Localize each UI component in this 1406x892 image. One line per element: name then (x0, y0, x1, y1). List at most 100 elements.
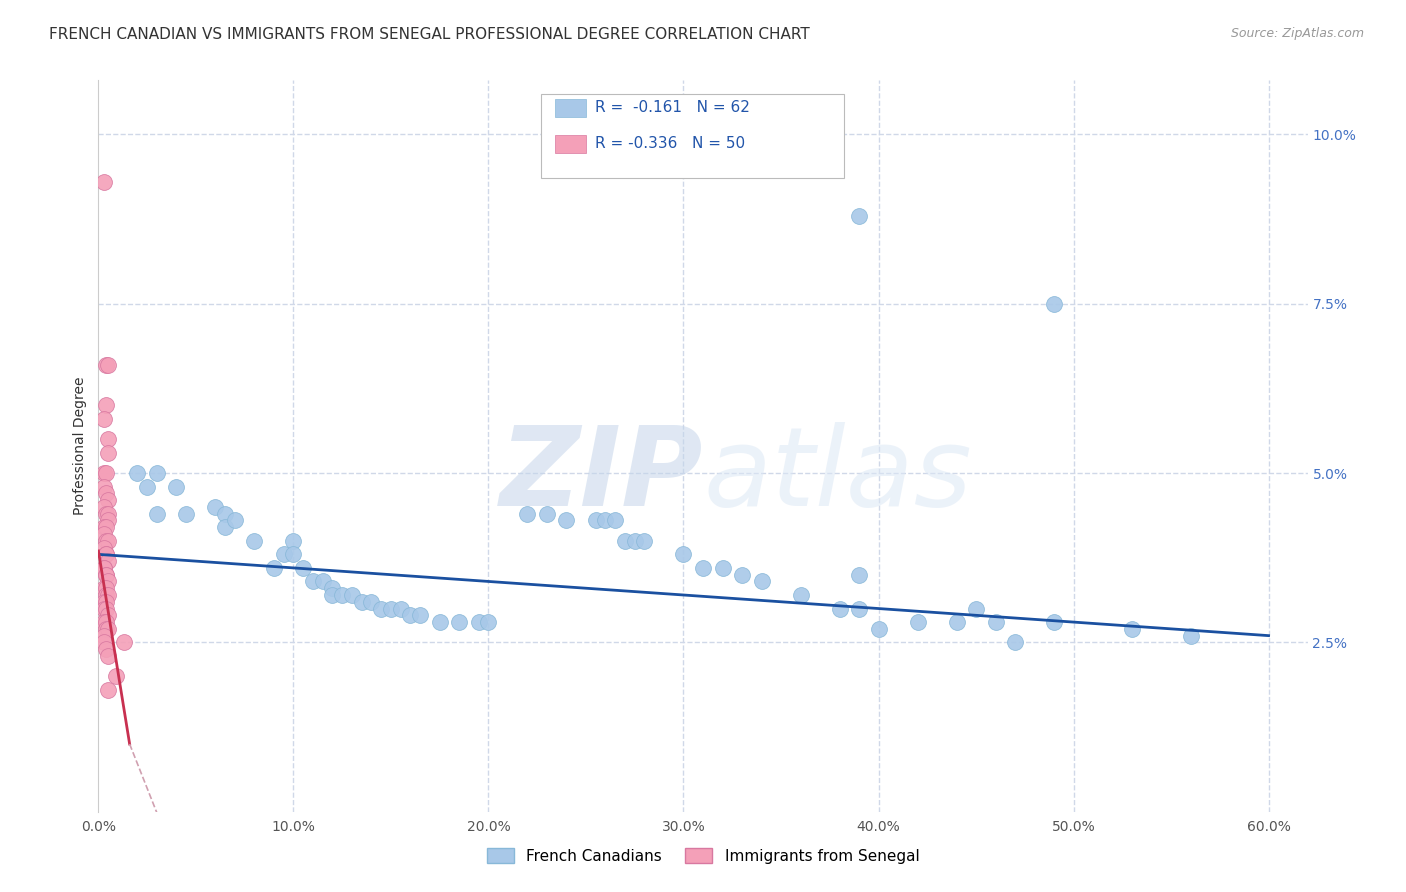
Point (97, 358, 120, 372)
Point (399, 608, 422, 623)
Point (224, 514, 246, 528)
Point (751, 574, 773, 589)
Point (633, 533, 655, 548)
Legend: French Canadians, Immigrants from Senegal: French Canadians, Immigrants from Senega… (481, 842, 925, 870)
Point (96, 547, 118, 561)
Point (477, 615, 499, 629)
Point (136, 480, 159, 494)
Point (614, 533, 637, 548)
Point (330, 588, 353, 602)
Point (93, 527, 115, 541)
Text: R = -0.336   N = 50: R = -0.336 N = 50 (595, 136, 745, 151)
Point (146, 507, 169, 521)
Point (93, 541, 115, 555)
Point (789, 588, 811, 602)
Point (692, 561, 714, 575)
Point (321, 588, 343, 602)
Point (96, 642, 118, 657)
Point (97, 432, 120, 446)
Point (165, 480, 187, 494)
Point (96, 615, 118, 629)
Point (360, 595, 382, 609)
Point (97, 588, 120, 602)
Point (93, 175, 115, 189)
Point (97, 514, 120, 528)
Point (672, 547, 695, 561)
Point (1121, 622, 1143, 636)
Point (93, 466, 115, 480)
Point (96, 520, 118, 534)
Point (93, 595, 115, 609)
Point (516, 507, 538, 521)
Text: FRENCH CANADIAN VS IMMIGRANTS FROM SENEGAL PROFESSIONAL DEGREE CORRELATION CHART: FRENCH CANADIAN VS IMMIGRANTS FROM SENEG… (49, 27, 810, 42)
Point (204, 500, 226, 514)
Point (828, 601, 851, 615)
Point (97, 507, 120, 521)
Point (848, 601, 870, 615)
Point (93, 581, 115, 595)
Point (585, 514, 607, 528)
Point (380, 601, 402, 615)
Point (984, 615, 1007, 629)
Point (96, 588, 118, 602)
Point (96, 533, 118, 548)
Point (340, 588, 363, 602)
Point (93, 480, 115, 494)
Text: R =  -0.161   N = 62: R = -0.161 N = 62 (595, 101, 749, 115)
Point (93, 635, 115, 649)
Point (1043, 615, 1066, 629)
Point (97, 608, 120, 623)
Point (96, 601, 118, 615)
Point (263, 561, 285, 575)
Point (623, 533, 645, 548)
Point (96, 567, 118, 582)
Point (536, 507, 558, 521)
Y-axis label: Professional Degree: Professional Degree (73, 376, 87, 516)
Point (449, 615, 471, 629)
Point (595, 514, 617, 528)
Point (97, 682, 120, 697)
Text: ZIP: ZIP (499, 422, 703, 529)
Point (945, 615, 967, 629)
Point (312, 574, 335, 589)
Point (93, 561, 115, 575)
Point (605, 514, 627, 528)
Point (97, 574, 120, 589)
Point (292, 561, 315, 575)
Point (93, 520, 115, 534)
Point (93, 561, 115, 575)
Point (273, 547, 295, 561)
Point (389, 601, 412, 615)
Point (174, 507, 197, 521)
Point (283, 547, 305, 561)
Point (965, 601, 987, 615)
Point (711, 561, 734, 575)
Point (96, 358, 118, 372)
Point (1043, 297, 1066, 311)
Point (868, 622, 890, 636)
Point (302, 574, 325, 589)
Point (96, 398, 118, 412)
Point (93, 615, 115, 629)
Point (104, 669, 127, 683)
Point (96, 567, 118, 582)
Point (112, 635, 135, 649)
Point (96, 622, 118, 636)
Point (97, 648, 120, 663)
Point (93, 500, 115, 514)
Point (93, 629, 115, 643)
Point (848, 567, 870, 582)
Point (429, 615, 451, 629)
Point (1004, 635, 1026, 649)
Point (96, 486, 118, 500)
Point (731, 567, 754, 582)
Point (97, 493, 120, 508)
Point (370, 601, 392, 615)
Point (96, 547, 118, 561)
Point (214, 520, 236, 534)
Point (93, 412, 115, 426)
Point (283, 533, 305, 548)
Point (848, 209, 870, 223)
Point (243, 533, 266, 548)
Point (93, 601, 115, 615)
